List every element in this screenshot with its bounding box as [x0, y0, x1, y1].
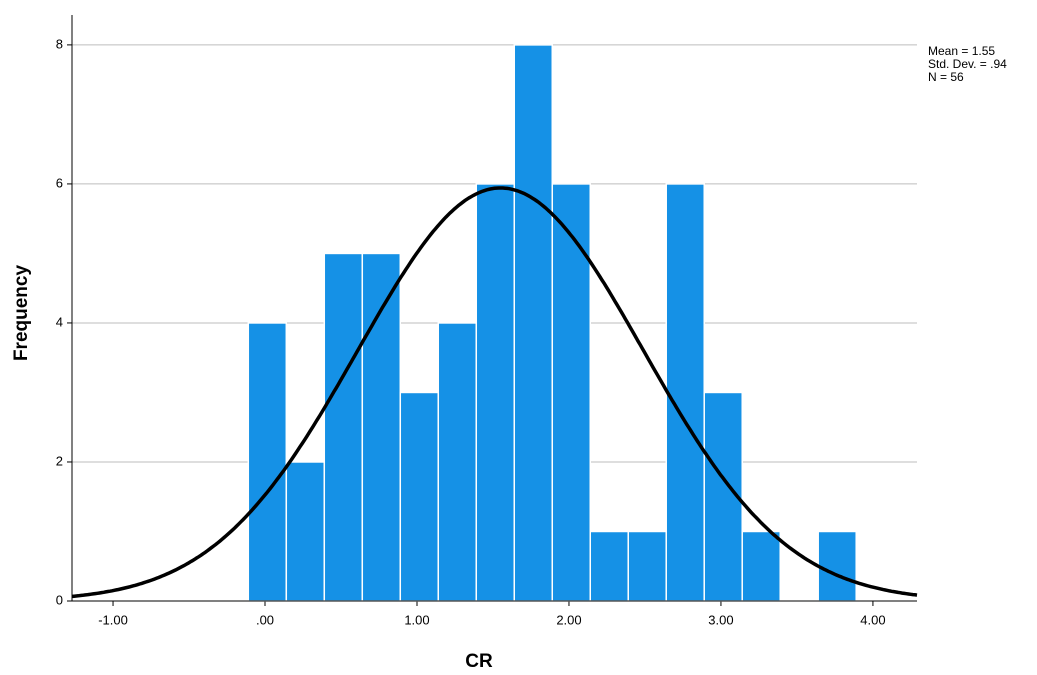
stat-mean: Mean = 1.55	[928, 44, 995, 58]
bar	[361, 252, 402, 602]
bar	[741, 530, 781, 602]
x-tick-label: .00	[256, 612, 274, 627]
bar	[247, 322, 288, 602]
stat-sd: Std. Dev. = .94	[928, 57, 1007, 71]
x-axis-title: CR	[465, 651, 493, 672]
y-tick-label: 0	[56, 592, 63, 607]
bar	[285, 461, 326, 602]
bar	[399, 391, 440, 602]
x-tick-label: 2.00	[556, 612, 581, 627]
bar	[817, 530, 857, 602]
y-tick-label: 6	[56, 175, 63, 190]
x-tick-label: 3.00	[708, 612, 733, 627]
bar	[323, 252, 364, 602]
y-tick-label: 8	[56, 36, 63, 51]
bar	[589, 530, 629, 602]
x-tick-label: -1.00	[98, 612, 128, 627]
stat-n: N = 56	[928, 70, 964, 84]
y-axis-title: Frequency	[11, 265, 32, 362]
bar	[665, 183, 705, 602]
bar	[513, 44, 554, 602]
bar	[437, 322, 478, 602]
y-tick-label: 2	[56, 453, 63, 468]
y-tick-label: 4	[56, 314, 63, 329]
bar	[475, 183, 516, 602]
x-tick-label: 1.00	[404, 612, 429, 627]
x-tick-label: 4.00	[860, 612, 885, 627]
bar	[627, 530, 667, 602]
bar	[551, 183, 591, 602]
normal-curve	[71, 186, 918, 599]
